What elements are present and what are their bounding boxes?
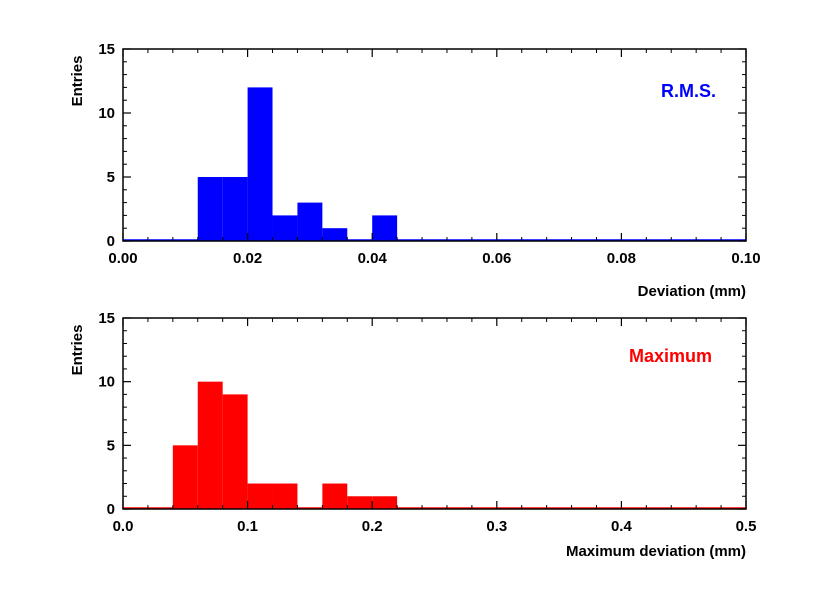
- y-tick-label: 0: [107, 233, 115, 250]
- histogram-bar: [172, 445, 198, 509]
- histogram-bar: [322, 483, 348, 509]
- x-axis-label: Deviation (mm): [638, 283, 746, 300]
- x-axis-label: Maximum deviation (mm): [566, 543, 746, 560]
- x-tick-label: 0.00: [108, 250, 137, 267]
- x-tick-label: 0.5: [736, 518, 757, 535]
- histogram-bar: [197, 381, 223, 509]
- histogram-bar: [247, 87, 273, 242]
- histogram-bar: [197, 177, 223, 241]
- y-tick-label: 10: [98, 105, 115, 122]
- panel-annotation: Maximum: [629, 346, 712, 366]
- histogram-bar: [372, 215, 398, 241]
- x-tick-label: 0.3: [486, 518, 507, 535]
- y-tick-label: 5: [107, 437, 115, 454]
- histogram-bar: [272, 215, 298, 241]
- histogram-bar: [297, 202, 323, 241]
- histogram-panel-1: 0.00 0.02 0.04 0.06 0.08 0.10 0 5 10 15 Deviation …: [69, 41, 761, 300]
- x-tick-label: 0.06: [482, 250, 511, 267]
- y-tick-label: 10: [98, 374, 115, 391]
- plot-frame: [122, 48, 747, 242]
- histogram-bar: [347, 496, 373, 509]
- y-tick-label: 5: [107, 169, 115, 186]
- histogram-bar: [247, 483, 273, 509]
- y-axis-label: Entries: [69, 56, 86, 107]
- x-tick-label: 0.1: [237, 518, 258, 535]
- x-tick-label: 0.02: [233, 250, 262, 267]
- y-tick-label: 15: [98, 41, 115, 58]
- histogram-bar: [272, 483, 298, 509]
- histogram-bar: [372, 496, 398, 509]
- x-tick-label: 0.08: [607, 250, 636, 267]
- panel-annotation: R.M.S.: [661, 81, 716, 101]
- histogram-bar: [322, 228, 348, 241]
- x-tick-label: 0.0: [113, 518, 134, 535]
- histogram-panel-2: 0.0 0.1 0.2 0.3 0.4 0.5 0 5 10 15 Maximum deviatio…: [69, 310, 756, 560]
- histogram-bar: [222, 394, 248, 509]
- y-tick-label: 0: [107, 501, 115, 518]
- x-tick-label: 0.2: [362, 518, 383, 535]
- x-tick-label: 0.10: [731, 250, 760, 267]
- y-tick-label: 15: [98, 310, 115, 327]
- x-tick-label: 0.04: [358, 250, 388, 267]
- plot-frame: [122, 317, 747, 510]
- histogram-bar: [222, 177, 248, 241]
- y-axis-label: Entries: [69, 325, 86, 376]
- x-tick-label: 0.4: [611, 518, 633, 535]
